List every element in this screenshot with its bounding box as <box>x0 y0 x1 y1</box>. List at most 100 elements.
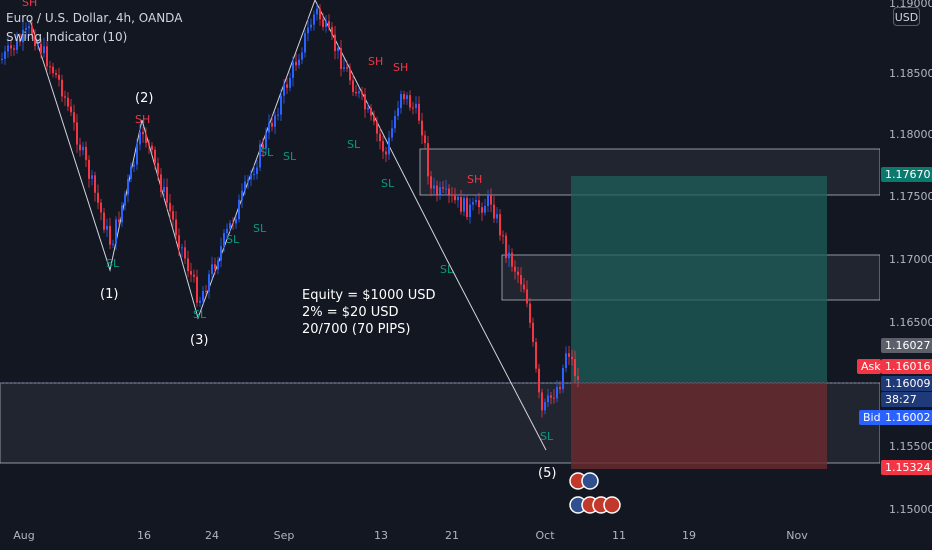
indicator-title[interactable]: Swing Indicator (10) <box>6 30 128 44</box>
candle-body <box>103 212 105 230</box>
candle-body <box>334 34 336 52</box>
candle-body <box>160 174 162 192</box>
candle-body <box>229 223 231 229</box>
candle-body <box>448 188 450 195</box>
candle-body <box>481 207 483 213</box>
candle-body <box>553 397 555 399</box>
date-tick: 13 <box>374 529 388 542</box>
candle-body <box>577 376 579 380</box>
stop-zone[interactable] <box>571 383 827 469</box>
candle-body <box>76 122 78 145</box>
candle-body <box>22 29 24 43</box>
ask-label: Ask <box>857 359 881 374</box>
candle-body <box>85 146 87 160</box>
candle-body <box>346 67 348 69</box>
candle-body <box>133 164 135 167</box>
symbol-title[interactable]: Euro / U.S. Dollar, 4h, OANDA <box>6 11 183 25</box>
candle-body <box>433 185 435 189</box>
time-axis[interactable]: Aug 16 24 Sep 13 21 Oct 11 19 Nov <box>0 522 880 550</box>
candle-body <box>439 187 441 195</box>
candle-body <box>565 353 567 369</box>
candle-body <box>331 27 333 35</box>
candle-body <box>499 214 501 236</box>
risk-note: 2% = $20 USD <box>302 305 399 320</box>
currency-button[interactable]: USD <box>893 7 920 26</box>
candle-body <box>256 167 258 175</box>
candle-body <box>325 21 327 27</box>
economic-events-icon[interactable] <box>569 472 621 514</box>
date-tick: 21 <box>445 529 459 542</box>
price-chart[interactable]: SH SH SH SH SH SL SL SL SL SL SL SL SL S… <box>0 0 880 522</box>
candle-body <box>319 8 321 20</box>
candle-body <box>421 120 423 136</box>
candle-body <box>472 202 474 205</box>
swing-low-marker: SL <box>440 263 454 276</box>
candle-body <box>280 95 282 115</box>
candle-body <box>361 91 363 95</box>
candle-body <box>73 112 75 123</box>
candle-body <box>307 27 309 34</box>
candle-body <box>118 219 120 223</box>
candle-body <box>460 196 462 212</box>
candle-body <box>487 194 489 206</box>
candle-body <box>493 204 495 219</box>
candle-body <box>88 159 90 179</box>
swing-low-marker: SL <box>193 308 207 321</box>
candle-body <box>322 19 324 27</box>
candle-body <box>187 258 189 272</box>
candle-body <box>304 33 306 53</box>
candle-body <box>196 276 198 303</box>
candle-body <box>262 144 264 149</box>
candle-body <box>31 26 33 35</box>
candle-body <box>352 80 354 93</box>
candle-body <box>409 95 411 108</box>
candle-body <box>367 108 369 110</box>
candle-body <box>550 395 552 398</box>
candle-body <box>136 144 138 165</box>
candle-body <box>148 143 150 146</box>
wave-label-2: (2) <box>135 91 154 106</box>
candle-body <box>316 8 318 15</box>
candle-body <box>427 143 429 177</box>
candle-body <box>289 77 291 88</box>
candle-body <box>517 271 519 276</box>
candle-body <box>301 52 303 60</box>
candle-body <box>115 219 117 244</box>
candle-body <box>451 194 453 196</box>
candle-body <box>25 28 27 30</box>
candle-body <box>538 368 540 393</box>
candle-body <box>1 58 3 60</box>
candlestick-series <box>1 4 579 418</box>
candle-body <box>226 228 228 234</box>
candle-body <box>4 51 6 59</box>
candle-body <box>370 108 372 116</box>
date-tick: Nov <box>786 529 808 542</box>
candle-body <box>286 84 288 88</box>
candle-body <box>49 66 51 68</box>
candle-body <box>403 94 405 100</box>
swing-high-marker: SH <box>467 173 482 186</box>
candle-body <box>478 200 480 208</box>
price-tick: 1.18500 <box>889 67 932 80</box>
candle-body <box>298 59 300 66</box>
candle-body <box>151 145 153 150</box>
swing-high-marker: SH <box>22 0 37 9</box>
candle-body <box>379 133 381 142</box>
target-zone[interactable] <box>571 176 827 382</box>
candle-body <box>163 186 165 192</box>
candle-body <box>193 274 195 277</box>
swing-low-marker: SL <box>253 222 267 235</box>
candle-body <box>172 211 174 220</box>
equity-note: Equity = $1000 USD <box>302 288 436 303</box>
price-scale[interactable]: 1.19000 1.18500 1.18000 1.17500 1.17000 … <box>880 0 932 522</box>
candle-body <box>271 122 273 127</box>
candle-body <box>337 48 339 52</box>
candle-body <box>526 289 528 304</box>
candle-body <box>457 196 459 201</box>
candle-body <box>253 174 255 176</box>
candle-body <box>364 94 366 110</box>
candle-body <box>373 115 375 122</box>
bar-countdown: 38:27 <box>881 392 932 407</box>
candle-body <box>442 187 444 189</box>
